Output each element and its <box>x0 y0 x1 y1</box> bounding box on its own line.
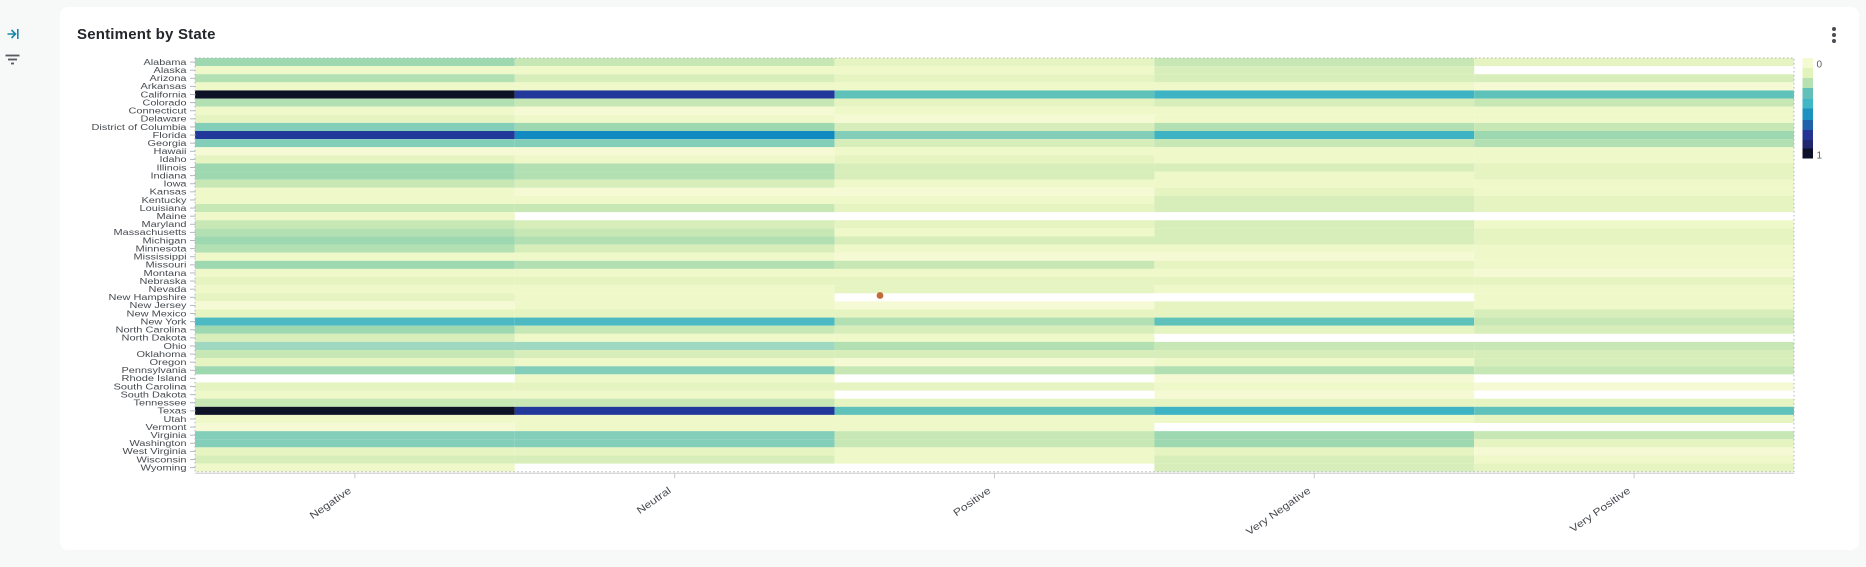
svg-text:Very Positive: Very Positive <box>1568 485 1633 535</box>
svg-text:Wisconsin: Wisconsin <box>137 455 187 464</box>
svg-text:Minnesota: Minnesota <box>136 244 188 253</box>
svg-text:Pennsylvania: Pennsylvania <box>122 366 188 375</box>
svg-text:Louisiana: Louisiana <box>140 204 188 213</box>
svg-text:Michigan: Michigan <box>143 236 187 245</box>
svg-text:California: California <box>141 90 188 99</box>
svg-text:New Hampshire: New Hampshire <box>109 293 188 302</box>
svg-text:West Virginia: West Virginia <box>123 447 188 456</box>
svg-text:North Carolina: North Carolina <box>116 326 188 335</box>
svg-text:Tennessee: Tennessee <box>134 399 188 408</box>
svg-text:Delaware: Delaware <box>141 115 188 124</box>
svg-text:North Dakota: North Dakota <box>122 334 188 343</box>
svg-text:Maine: Maine <box>157 212 188 221</box>
svg-text:Florida: Florida <box>153 131 188 140</box>
svg-text:New Mexico: New Mexico <box>127 309 188 318</box>
svg-text:Iowa: Iowa <box>164 180 188 189</box>
svg-text:0: 0 <box>1817 60 1823 71</box>
svg-text:Positive: Positive <box>952 485 994 519</box>
svg-text:Texas: Texas <box>158 407 187 416</box>
svg-text:Nevada: Nevada <box>149 285 188 294</box>
svg-text:Oregon: Oregon <box>150 358 187 367</box>
svg-text:Kentucky: Kentucky <box>142 196 187 205</box>
svg-text:Massachusetts: Massachusetts <box>114 228 187 237</box>
svg-text:Alabama: Alabama <box>144 58 188 67</box>
svg-text:Arkansas: Arkansas <box>141 82 187 91</box>
svg-text:Colorado: Colorado <box>143 98 188 107</box>
svg-text:Indiana: Indiana <box>151 171 188 180</box>
svg-text:Washington: Washington <box>130 439 187 448</box>
svg-text:Very Negative: Very Negative <box>1244 485 1313 538</box>
svg-text:Rhode Island: Rhode Island <box>122 374 187 383</box>
svg-text:Ohio: Ohio <box>164 342 188 351</box>
svg-text:Connecticut: Connecticut <box>129 107 188 116</box>
svg-text:Maryland: Maryland <box>142 220 187 229</box>
svg-text:Missouri: Missouri <box>146 261 187 270</box>
svg-text:1: 1 <box>1817 151 1823 162</box>
svg-text:Idaho: Idaho <box>160 155 188 164</box>
svg-text:Alaska: Alaska <box>154 66 188 75</box>
svg-text:Utah: Utah <box>164 415 187 424</box>
svg-text:Arizona: Arizona <box>150 74 188 83</box>
svg-text:Wyoming: Wyoming <box>141 463 187 472</box>
svg-text:Mississippi: Mississippi <box>134 253 187 262</box>
svg-text:New York: New York <box>141 317 188 326</box>
svg-text:Georgia: Georgia <box>148 139 188 148</box>
svg-text:Kansas: Kansas <box>150 188 187 197</box>
svg-text:Negative: Negative <box>308 485 354 522</box>
svg-text:Hawaii: Hawaii <box>154 147 187 156</box>
svg-text:South Dakota: South Dakota <box>121 390 188 399</box>
svg-text:South Carolina: South Carolina <box>114 382 188 391</box>
svg-text:Neutral: Neutral <box>635 485 673 516</box>
svg-text:Vermont: Vermont <box>146 423 188 432</box>
svg-text:Virginia: Virginia <box>151 431 188 440</box>
svg-text:Illinois: Illinois <box>157 163 187 172</box>
svg-text:District of Columbia: District of Columbia <box>92 123 188 132</box>
svg-text:Montana: Montana <box>144 269 188 278</box>
svg-text:Nebraska: Nebraska <box>140 277 188 286</box>
svg-text:Oklahoma: Oklahoma <box>137 350 188 359</box>
svg-text:New Jersey: New Jersey <box>130 301 187 310</box>
